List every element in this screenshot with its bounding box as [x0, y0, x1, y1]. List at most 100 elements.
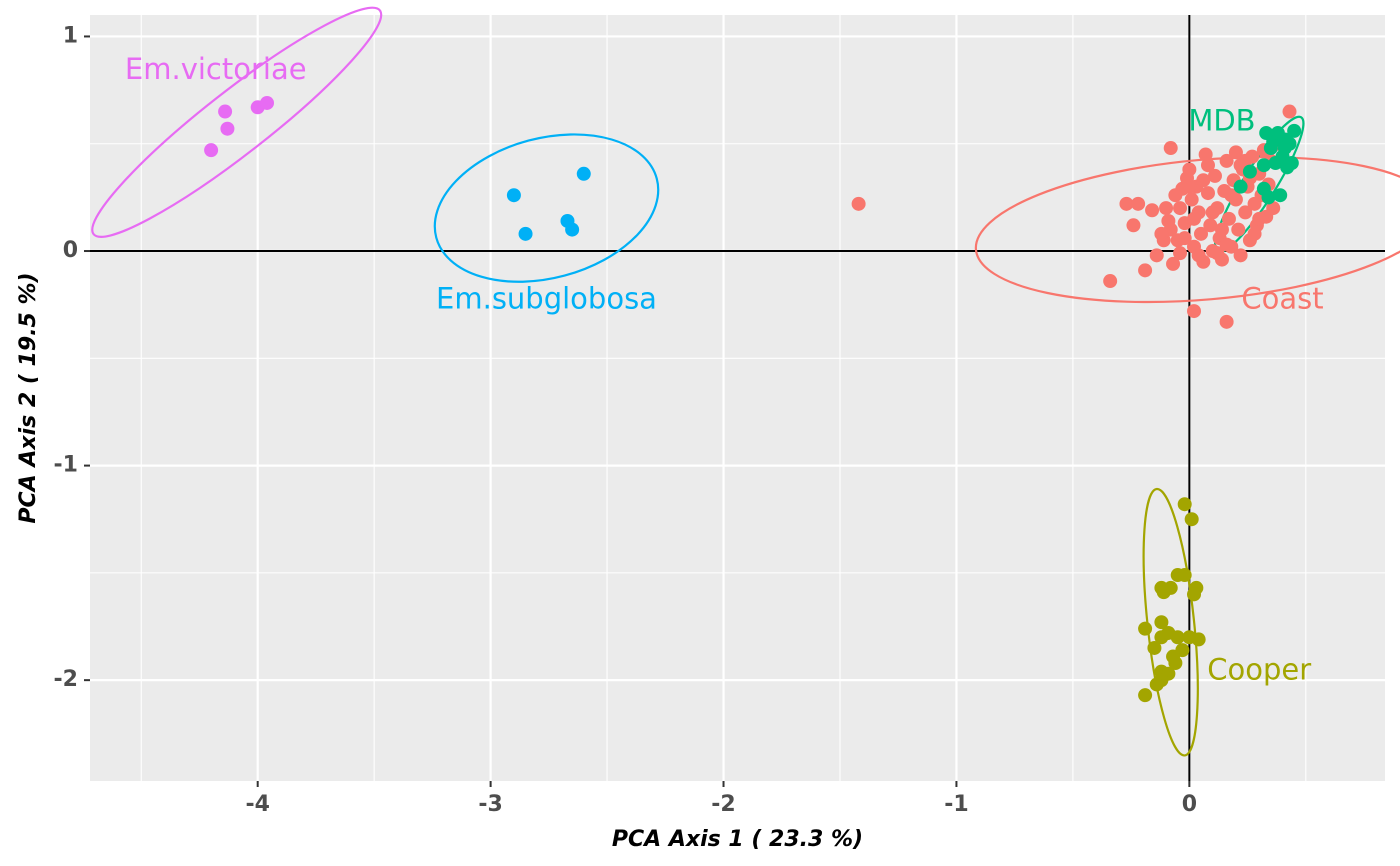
mdb-point [1256, 158, 1271, 173]
em-subglobosa-point [518, 226, 533, 241]
mdb-point [1242, 164, 1257, 179]
x-axis-ticks: -4 -3 -2 -1 0 [245, 781, 1197, 817]
coast-point [1182, 162, 1197, 177]
coast-point [1205, 205, 1220, 220]
coast-point [1266, 201, 1281, 216]
em-victoriae-point [220, 121, 235, 136]
cooper-point [1138, 688, 1153, 703]
cooper-point [1187, 587, 1202, 602]
mdb-point [1263, 141, 1278, 156]
y-axis-title: PCA Axis 2 ( 19.5 %) [16, 272, 41, 523]
x-tick-label: -4 [245, 792, 269, 817]
confidence-ellipses [91, 6, 1400, 757]
em-victoriae-ellipse [91, 6, 383, 238]
coast-point [1238, 153, 1253, 168]
x-tick-label: -2 [711, 792, 735, 817]
em-subglobosa-point [506, 188, 521, 203]
coast-point [1163, 141, 1178, 156]
coast-point [1154, 226, 1169, 241]
coast-point [1233, 248, 1248, 263]
coast-point [1214, 222, 1229, 237]
coast-point [1138, 263, 1153, 278]
coast-point [1210, 246, 1225, 261]
y-tick-label: 1 [63, 23, 78, 48]
cooper-point [1177, 497, 1192, 512]
group-labels: Em.victoriae Em.subglobosa Coast MDB Cooper [125, 52, 1324, 687]
em-victoriae-label: Em.victoriae [125, 52, 307, 86]
coast-label: Coast [1241, 281, 1323, 315]
cooper-point [1138, 621, 1153, 636]
mdb-point [1287, 123, 1302, 138]
y-tick-label: -1 [54, 453, 78, 478]
coast-point [1187, 211, 1202, 226]
coast-point [1131, 196, 1146, 211]
x-axis-title: PCA Axis 1 ( 23.3 %) [612, 827, 863, 852]
mdb-point [1261, 190, 1276, 205]
em-subglobosa-point [576, 166, 591, 181]
coast-point [1149, 248, 1164, 263]
coast-ellipse [974, 156, 1400, 304]
mdb-point [1273, 188, 1288, 203]
x-tick-label: -3 [478, 792, 502, 817]
coast-point [1184, 192, 1199, 207]
cooper-label: Cooper [1207, 653, 1311, 687]
cooper-point [1177, 568, 1192, 583]
cooper-point [1184, 512, 1199, 527]
coast-point [1177, 231, 1192, 246]
coast-point [1198, 147, 1213, 162]
coast-point [1231, 222, 1246, 237]
coast-point [1145, 203, 1160, 218]
coast-point [1221, 211, 1236, 226]
data-points [204, 95, 1302, 703]
coast-point [1219, 314, 1234, 329]
y-tick-label: -2 [54, 667, 78, 692]
em-victoriae-point [218, 104, 233, 119]
coast-point [1166, 256, 1181, 271]
coast-point [1187, 304, 1202, 319]
x-tick-label: 0 [1182, 792, 1197, 817]
cooper-point [1149, 677, 1164, 692]
y-axis-ticks: -2 -1 0 1 [54, 23, 90, 692]
mdb-point [1233, 179, 1248, 194]
coast-point [1119, 196, 1134, 211]
mdb-point [1284, 156, 1299, 171]
coast-point [1203, 218, 1218, 233]
coast-point [1196, 173, 1211, 188]
coast-point [1252, 211, 1267, 226]
coast-point [1224, 188, 1239, 203]
coast-point [1200, 186, 1215, 201]
coast-point [1193, 226, 1208, 241]
coast-point [1173, 246, 1188, 261]
coast-point [1282, 104, 1297, 119]
em-victoriae-point [204, 143, 219, 158]
coast-point [1103, 274, 1118, 289]
cooper-point [1170, 630, 1185, 645]
cooper-point [1156, 585, 1171, 600]
coast-point [1173, 201, 1188, 216]
coast-point [1228, 145, 1243, 160]
em-subglobosa-label: Em.subglobosa [436, 281, 657, 315]
x-tick-label: -1 [944, 792, 968, 817]
cooper-point [1147, 640, 1162, 655]
em-victoriae-point [260, 95, 275, 110]
mdb-point [1259, 126, 1274, 141]
cooper-point [1154, 615, 1169, 630]
cooper-point [1191, 632, 1206, 647]
mdb-label: MDB [1188, 103, 1255, 137]
coast-point [1126, 218, 1141, 233]
coast-point [1191, 248, 1206, 263]
coast-point [1182, 179, 1197, 194]
coast-point [1168, 188, 1183, 203]
coast-point [1207, 168, 1222, 183]
cooper-point [1166, 649, 1181, 664]
coast-point [1200, 158, 1215, 173]
mdb-point [1277, 141, 1292, 156]
em-subglobosa-point [565, 222, 580, 237]
coast-point [1219, 237, 1234, 252]
coast-point [1238, 205, 1253, 220]
coast-point [1219, 153, 1234, 168]
reference-lines [90, 15, 1385, 781]
em-subglobosa-ellipse [433, 133, 660, 283]
coast-point [1159, 201, 1174, 216]
